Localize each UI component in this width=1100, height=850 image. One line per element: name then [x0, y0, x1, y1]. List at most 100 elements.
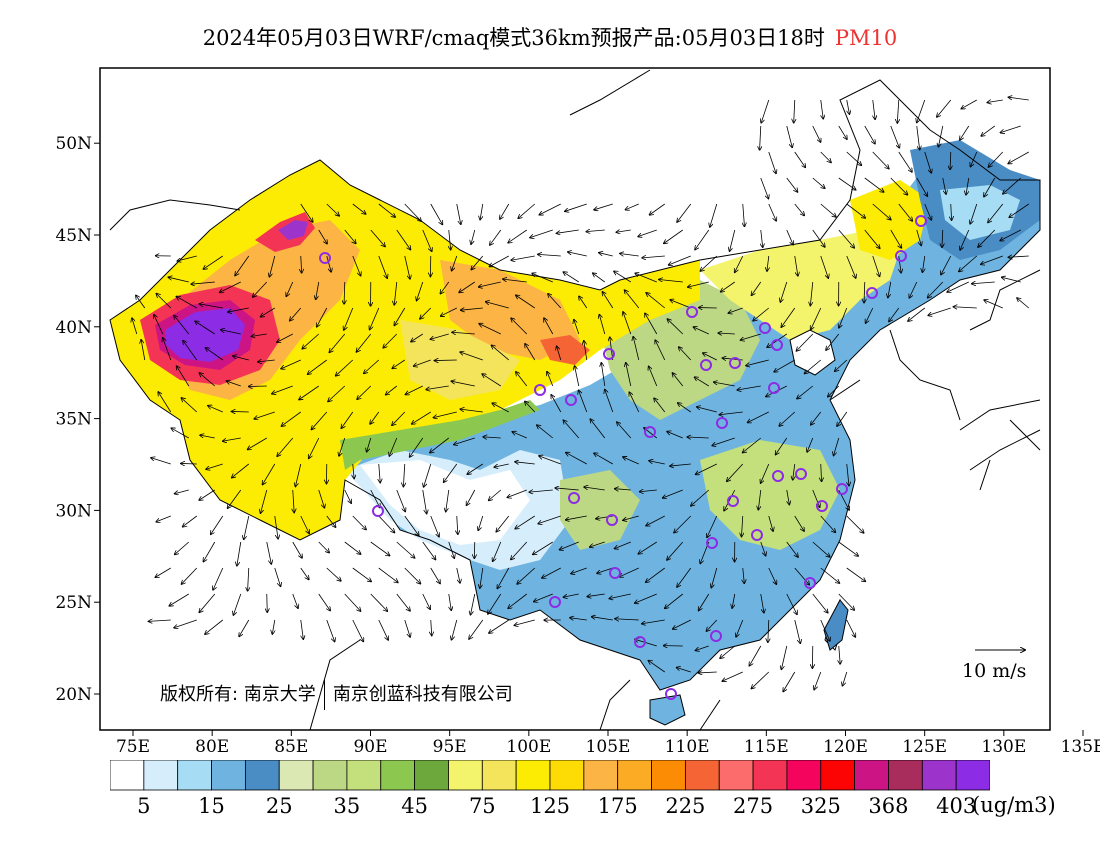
wind-arrow [699, 593, 710, 610]
wind-arrow [1000, 229, 1021, 241]
wind-arrow [286, 281, 294, 296]
wind-arrow [616, 230, 631, 232]
wind-arrow [516, 372, 528, 387]
wind-arrow [471, 255, 484, 270]
wind-vectors [132, 97, 1030, 691]
wind-arrow [326, 255, 331, 272]
legend-swatch [244, 760, 280, 791]
wind-arrow [232, 463, 250, 478]
wind-arrow [724, 489, 736, 511]
wind-arrow [909, 281, 918, 298]
wind-arrow [811, 307, 822, 330]
wind-arrow [378, 203, 395, 217]
wind-arrow [786, 125, 792, 147]
wind-arrow [449, 229, 451, 250]
wind-arrow [515, 462, 535, 464]
legend-label: 45 [401, 794, 428, 818]
wind-arrow [1008, 256, 1029, 257]
wind-arrow [807, 437, 814, 452]
wind-arrow [838, 177, 856, 190]
wind-arrow [812, 541, 830, 557]
wind-arrow [422, 489, 427, 514]
wind-arrow [471, 229, 476, 244]
wind-arrow [158, 392, 172, 413]
wind-arrow [414, 359, 431, 366]
legend-label: 15 [198, 794, 225, 818]
wind-arrow [424, 463, 432, 487]
wind-arrow [449, 593, 451, 610]
wind-arrow [760, 541, 766, 556]
wind-arrow [834, 437, 840, 456]
wind-arrow [460, 352, 483, 361]
wind-arrow [779, 411, 796, 426]
wind-arrow [378, 567, 398, 582]
wind-arrow [430, 333, 449, 339]
wind-arrow [482, 374, 501, 387]
wind-arrow [635, 593, 657, 603]
wind-arrow [226, 381, 241, 387]
wind-arrow [847, 463, 849, 486]
wind-arrow [171, 428, 189, 439]
wind-arrow [290, 307, 302, 321]
wind-arrow [794, 203, 804, 215]
orange-spot-gansu [540, 335, 590, 365]
wind-arrow [175, 541, 190, 554]
wind-arrow [732, 593, 735, 608]
legend-swatch [955, 760, 990, 791]
wind-arrow [839, 307, 848, 328]
wind-arrow [181, 463, 197, 464]
coastline-southeast-asia [309, 598, 846, 730]
wind-arrow [646, 515, 665, 526]
wind-arrow [1008, 151, 1029, 164]
y-axis: 20N 25N 30N 35N 40N 45N 50N [55, 134, 100, 705]
wind-arrow [251, 334, 267, 336]
map-frame [99, 67, 1051, 731]
wind-arrow [1017, 298, 1030, 309]
wind-arrow [864, 281, 865, 303]
wind-arrow [344, 307, 354, 330]
wind-arrow [638, 541, 657, 554]
wind-arrow [721, 281, 735, 292]
wind-arrow [551, 395, 562, 413]
x-tick-label: 80E [195, 737, 229, 757]
wind-arrow [638, 229, 657, 237]
wind-arrow [525, 344, 536, 361]
legend-units: (ug/m3) [972, 793, 1056, 817]
wind-arrow [787, 489, 790, 505]
wind-arrow [489, 255, 509, 267]
legend-swatch [110, 760, 145, 791]
legend-swatch [752, 760, 788, 791]
wind-arrow [426, 385, 449, 390]
wind-arrow [483, 437, 501, 438]
y-tick-label: 25N [55, 593, 92, 613]
wind-arrow [574, 320, 580, 335]
wind-arrow [446, 489, 450, 512]
wind-arrow [239, 619, 250, 636]
legend-swatch [448, 760, 483, 791]
wind-arrow [434, 360, 457, 361]
wind-arrow [454, 437, 475, 445]
legend-label: 5 [137, 794, 150, 818]
wind-arrow [492, 403, 509, 413]
x-tick-label: 100E [506, 737, 551, 757]
city-marker [795, 468, 807, 480]
wind-arrow [394, 281, 398, 305]
wind-arrow [195, 321, 215, 335]
wind-arrow [392, 411, 406, 425]
wind-arrow [695, 645, 709, 650]
wind-arrow [679, 347, 692, 361]
wind-arrow [488, 593, 502, 614]
wind-arrow [749, 645, 762, 666]
wind-arrow [512, 432, 527, 439]
wind-arrow [970, 203, 978, 224]
wind-arrow [619, 567, 639, 577]
wind-arrow [183, 515, 198, 527]
wind-arrow [820, 515, 836, 532]
wind-arrow [810, 281, 814, 306]
copyright-notice: 版权所有: 南京大学 南京创蓝科技有限公司 [160, 680, 513, 710]
coastline-japan [969, 269, 1041, 451]
wind-arrow [206, 348, 223, 361]
legend-swatch [684, 760, 720, 791]
wind-arrow [960, 125, 970, 140]
wind-arrow [615, 619, 639, 620]
